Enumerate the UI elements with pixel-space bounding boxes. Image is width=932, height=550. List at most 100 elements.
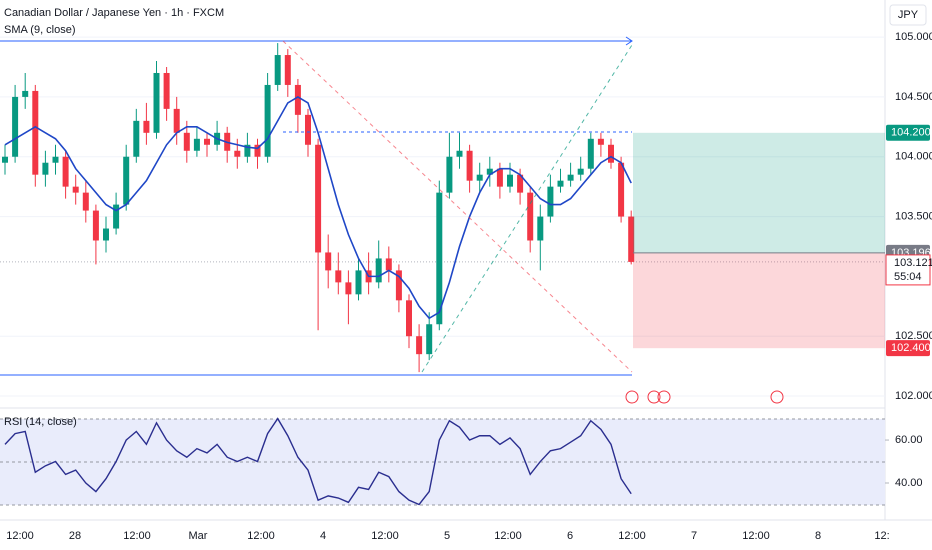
x-tick-label: 12: <box>874 530 889 542</box>
candle-body <box>486 168 493 175</box>
candle-body <box>466 150 473 181</box>
stop-badge <box>886 340 930 357</box>
candle-body <box>315 144 322 253</box>
event-icon[interactable] <box>770 390 784 404</box>
candle-body <box>618 162 625 217</box>
target-zone <box>633 132 885 253</box>
rsi-line <box>4 417 632 506</box>
x-tick-label: 6 <box>567 530 573 542</box>
x-tick-label: 12:00 <box>494 530 522 542</box>
candle-body <box>254 144 261 157</box>
x-tick-label: 12:00 <box>618 530 646 542</box>
event-icon[interactable] <box>625 390 639 404</box>
last-price-label: 103.121 <box>894 257 932 269</box>
candle-body <box>173 108 180 133</box>
x-tick-label: 28 <box>69 530 81 542</box>
x-tick-label: 4 <box>320 530 326 542</box>
candle-body <box>537 216 544 241</box>
candle-body <box>456 150 463 157</box>
candle-body <box>42 162 49 175</box>
rsi-tick-label: 60.00 <box>895 434 923 446</box>
sma-line <box>4 95 632 320</box>
y-tick-label: 105.000 <box>895 31 932 43</box>
rsi-tick-label: 40.00 <box>895 477 923 489</box>
rsi-title: RSI (14, close) <box>4 416 77 428</box>
candle-body <box>133 120 140 157</box>
y-tick-label: 102.500 <box>895 330 932 342</box>
candle-body <box>244 144 251 157</box>
candle-body <box>62 156 69 187</box>
target-badge <box>886 124 930 141</box>
candle-body <box>577 168 584 175</box>
y-tick-label: 104.500 <box>895 91 932 103</box>
candle-body <box>496 168 503 187</box>
arrow-head <box>625 36 633 46</box>
x-tick-label: 12:00 <box>371 530 399 542</box>
event-icons <box>625 390 784 404</box>
candle-body <box>113 204 120 229</box>
candle-body <box>335 270 342 283</box>
candle-body <box>143 120 150 133</box>
x-tick-label: 12:00 <box>742 530 770 542</box>
last-price-badge <box>885 254 931 286</box>
candle-body <box>375 258 382 283</box>
candle-body <box>204 138 210 145</box>
x-tick-label: 12:00 <box>123 530 151 542</box>
candle-body <box>32 90 39 175</box>
candle-body <box>507 174 513 187</box>
candle-body <box>123 156 130 205</box>
candle-body <box>183 132 190 151</box>
stop-zone <box>633 252 885 349</box>
countdown: 55:04 <box>894 271 922 283</box>
candle-body <box>395 270 402 301</box>
candle-body <box>587 138 594 169</box>
candle-body <box>193 138 200 151</box>
currency-badge[interactable] <box>889 4 927 26</box>
candle-body <box>567 174 574 181</box>
event-icon[interactable] <box>647 390 661 404</box>
candle-body <box>597 138 604 145</box>
candle-body <box>284 55 291 85</box>
candle-body <box>72 186 79 193</box>
candle-body <box>325 252 332 271</box>
candle-body <box>234 150 241 157</box>
candle-body <box>274 55 281 85</box>
candle-body <box>517 174 524 193</box>
x-tick-label: 8 <box>815 530 821 542</box>
target-label: 104.200 <box>891 127 931 139</box>
trend-drawing <box>421 44 633 373</box>
candle-body <box>163 72 170 109</box>
x-tick-label: 12:00 <box>247 530 275 542</box>
candle-body <box>527 192 534 241</box>
x-tick-label: 12:00 <box>6 530 34 542</box>
candle-body <box>426 324 433 355</box>
candle-body <box>355 270 362 295</box>
candle-body <box>52 156 59 163</box>
candle-body <box>446 156 453 193</box>
candle-body <box>436 192 443 325</box>
candle-body <box>476 174 483 181</box>
candle-body <box>406 300 412 337</box>
candle-body <box>2 156 8 163</box>
candle-body <box>22 90 29 97</box>
currency: JPY <box>898 9 919 21</box>
candle-body <box>608 144 614 163</box>
trend-drawing <box>282 40 633 373</box>
price-pane <box>0 36 885 397</box>
candle-body <box>628 216 635 262</box>
chart-title: Canadian Dollar / Japanese Yen · 1h · FX… <box>4 7 224 19</box>
candle-body <box>416 336 423 355</box>
x-tick-label: 7 <box>691 530 697 542</box>
candle-body <box>305 114 311 145</box>
y-tick-label: 103.500 <box>895 210 932 222</box>
event-icon[interactable] <box>657 390 671 404</box>
y-tick-label: 102.000 <box>895 390 932 402</box>
y-tick-label: 104.000 <box>895 151 932 163</box>
x-tick-label: 5 <box>444 530 450 542</box>
candle-body <box>385 258 392 271</box>
indicator-label: SMA (9, close) <box>4 24 76 36</box>
candle-body <box>557 180 564 187</box>
x-tick-label: Mar <box>189 530 208 542</box>
candle-body <box>92 210 99 241</box>
